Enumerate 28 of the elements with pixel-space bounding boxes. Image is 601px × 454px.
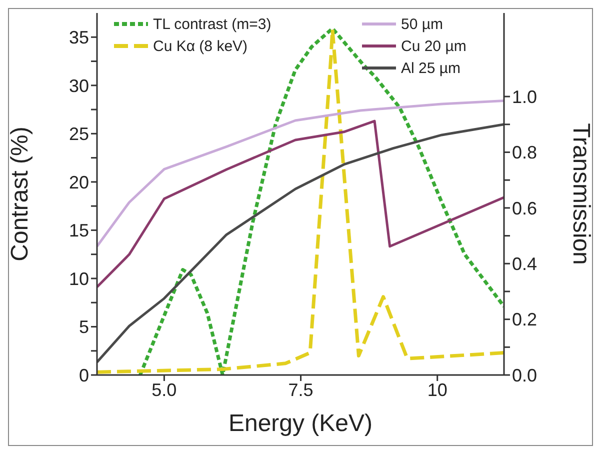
y-axis-title: Contrast (%) (6, 126, 34, 262)
legend-label: 50 µm (401, 16, 443, 32)
x-tick-label: 5.0 (152, 380, 177, 400)
line-series (97, 123, 504, 364)
x-tick-label: 10 (427, 380, 448, 400)
y2-tick-label: 0.6 (512, 198, 538, 218)
y2-tick-label: 0.8 (512, 142, 538, 163)
legend-label: Al 25 µm (401, 60, 460, 76)
y-tick-label: 30 (68, 76, 89, 96)
x-axis-title: Energy (KeV) (228, 410, 373, 437)
y-tick-label: 0 (78, 365, 89, 386)
line-series (97, 99, 504, 248)
y-tick-label: 35 (68, 28, 89, 48)
y2-tick-label: 0.2 (512, 310, 538, 330)
legend-label: TL contrast (m=3) (153, 16, 272, 32)
line-series (97, 120, 504, 288)
y2-tick-label: 1.0 (512, 86, 538, 107)
y-tick-label: 10 (68, 268, 89, 289)
legend-label: Cu Kα (8 keV) (153, 38, 248, 54)
x-tick-label: 7.5 (288, 380, 314, 400)
y2-axis-title: Transmission (567, 123, 594, 265)
y-tick-label: 20 (68, 172, 89, 192)
y2-tick-label: 0.0 (512, 365, 538, 386)
y-tick-label: 25 (68, 124, 89, 144)
y2-tick-label: 0.4 (512, 254, 538, 274)
legend-label: Cu 20 µm (401, 38, 466, 54)
y-tick-label: 15 (68, 220, 89, 241)
y-tick-label: 5 (78, 317, 89, 338)
